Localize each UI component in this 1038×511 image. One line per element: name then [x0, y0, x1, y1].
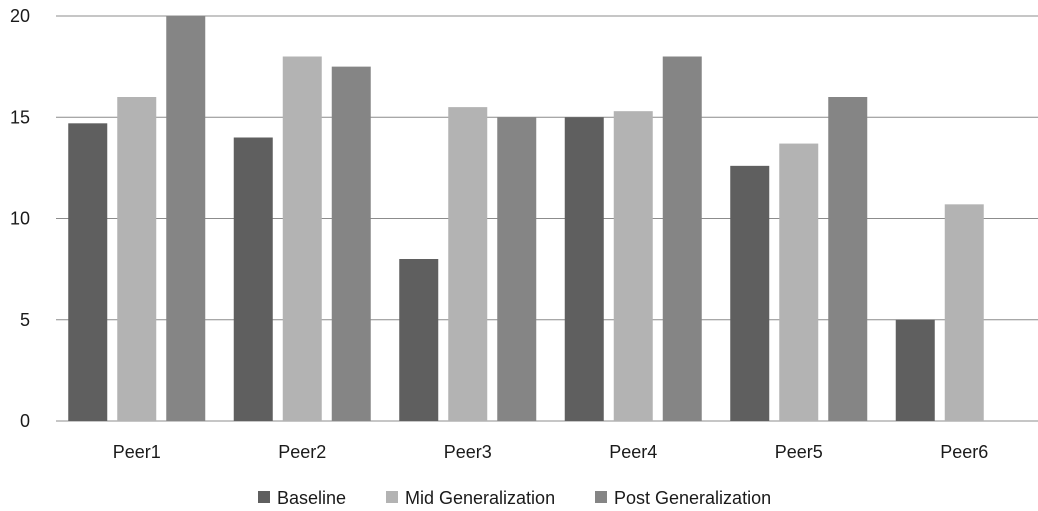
x-tick-label-peer2: Peer2: [278, 442, 326, 462]
y-tick-label: 0: [20, 411, 30, 431]
x-axis-tick-labels: Peer1 Peer2 Peer3 Peer4 Peer5 Peer6: [113, 442, 989, 462]
y-axis-tick-labels: 0 5 10 15 20: [10, 6, 30, 431]
bar-peer2-post-generalization: [331, 66, 371, 421]
bar-peer2-mid-generalization: [282, 56, 322, 421]
legend-label-mid-generalization: Mid Generalization: [405, 488, 555, 508]
y-tick-label: 10: [10, 209, 30, 229]
x-tick-label-peer1: Peer1: [113, 442, 161, 462]
bar-peer3-baseline: [399, 259, 439, 421]
x-tick-label-peer6: Peer6: [940, 442, 988, 462]
bar-peer4-post-generalization: [662, 56, 702, 421]
y-tick-label: 20: [10, 6, 30, 26]
legend: Baseline Mid Generalization Post Generaliz…: [258, 488, 771, 508]
bar-peer3-post-generalization: [497, 117, 537, 421]
bar-peer5-baseline: [730, 165, 770, 421]
bars: [68, 16, 984, 422]
legend-label-baseline: Baseline: [277, 488, 346, 508]
bar-peer1-baseline: [68, 123, 108, 421]
x-tick-label-peer4: Peer4: [609, 442, 657, 462]
bar-peer6-mid-generalization: [944, 204, 984, 421]
bar-peer5-post-generalization: [828, 97, 868, 421]
bar-peer5-mid-generalization: [779, 143, 819, 421]
bar-peer1-post-generalization: [166, 16, 206, 421]
bar-peer6-baseline: [895, 319, 935, 421]
bar-peer1-mid-generalization: [117, 97, 157, 421]
legend-swatch-mid-generalization: [386, 491, 398, 503]
bar-peer2-baseline: [233, 137, 273, 421]
y-tick-label: 5: [20, 310, 30, 330]
legend-swatch-post-generalization: [595, 491, 607, 503]
gridlines: [56, 15, 1038, 422]
bar-peer4-baseline: [564, 117, 604, 421]
x-tick-label-peer5: Peer5: [775, 442, 823, 462]
y-tick-label: 15: [10, 107, 30, 127]
legend-swatch-baseline: [258, 491, 270, 503]
bar-peer3-mid-generalization: [448, 107, 488, 421]
bar-peer4-mid-generalization: [613, 111, 653, 422]
x-tick-label-peer3: Peer3: [444, 442, 492, 462]
legend-label-post-generalization: Post Generalization: [614, 488, 771, 508]
